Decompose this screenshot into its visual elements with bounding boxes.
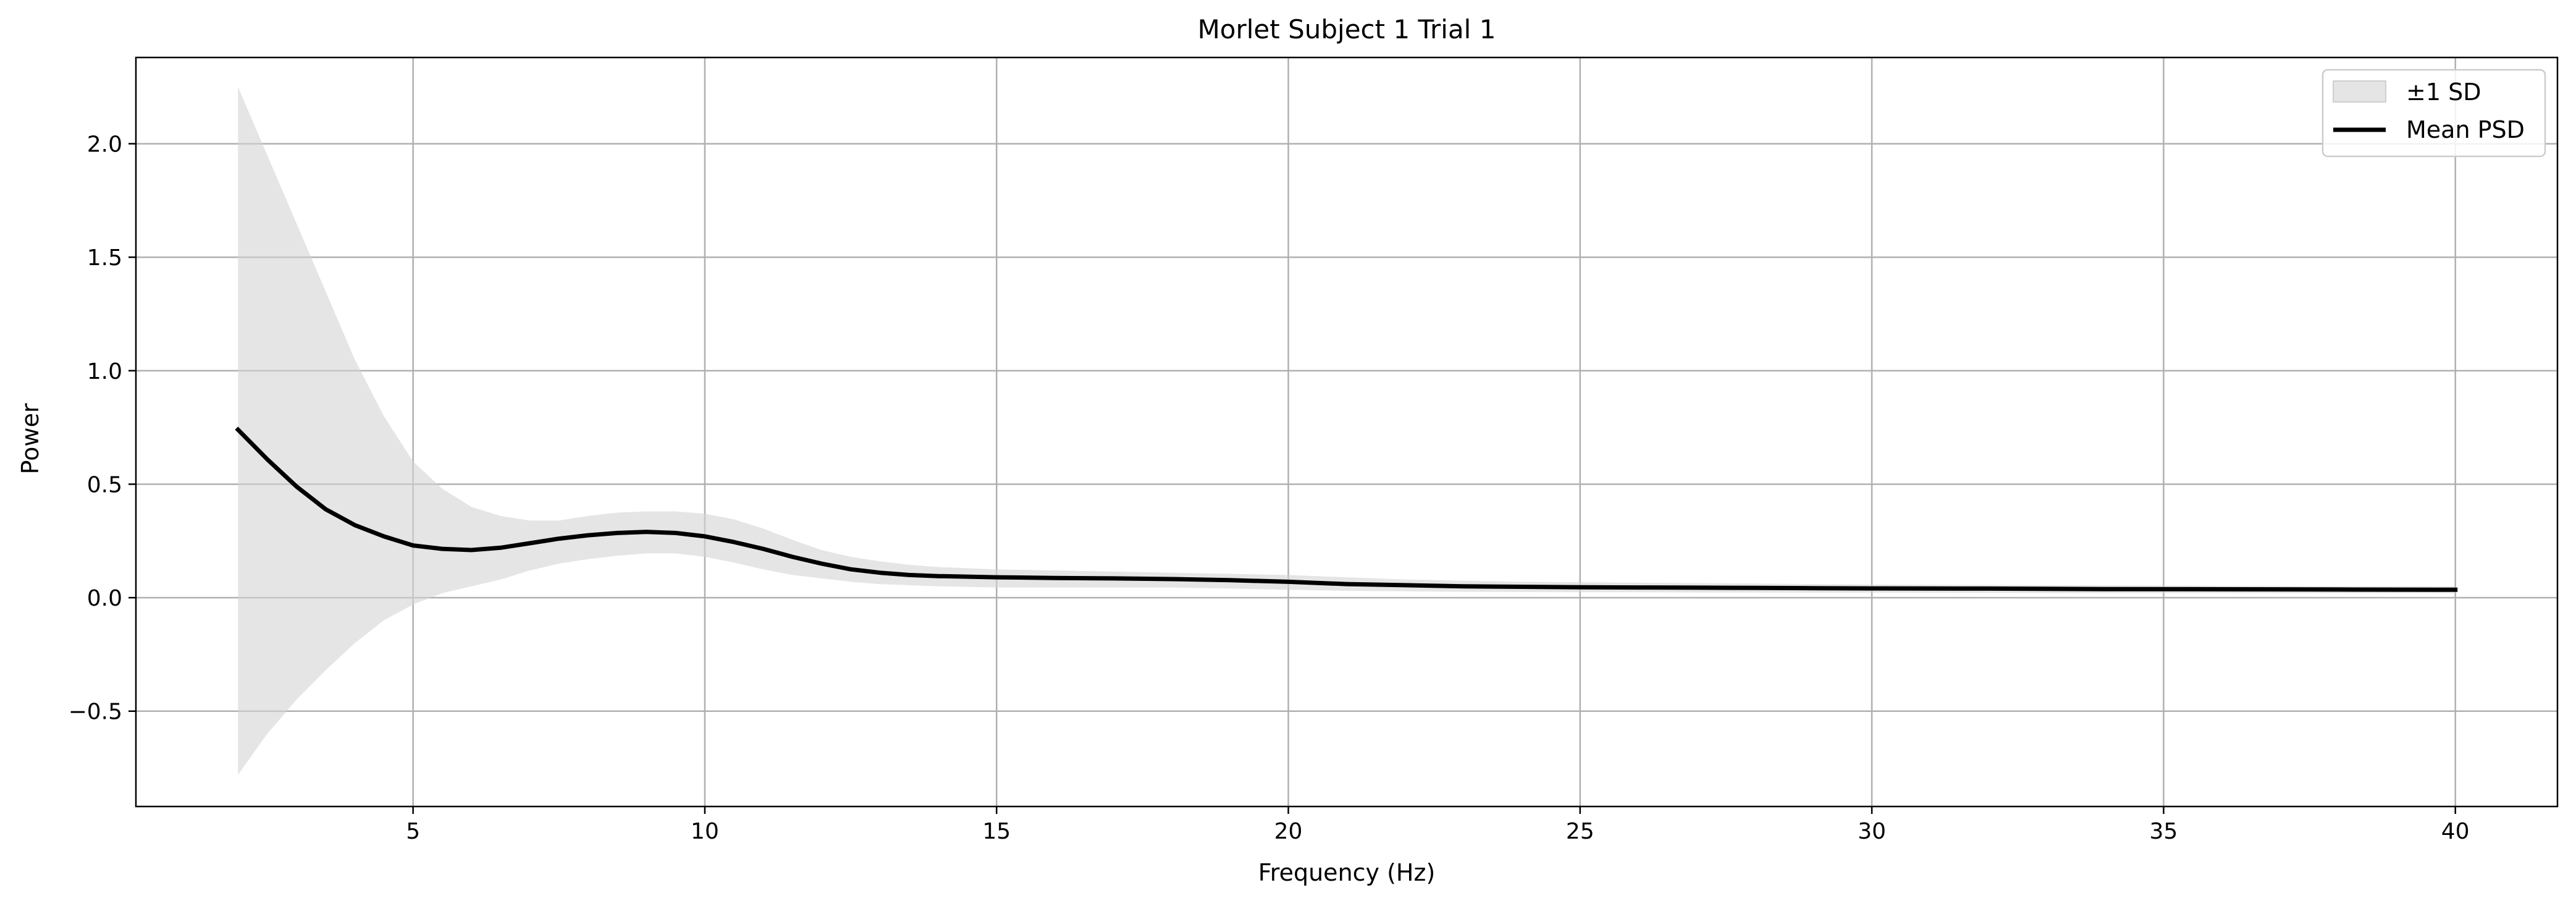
y-tick-label: 0.5 bbox=[87, 472, 122, 497]
x-tick-label: 5 bbox=[406, 819, 420, 844]
x-axis-label: Frequency (Hz) bbox=[1258, 859, 1436, 886]
legend-label-sd-band: ±1 SD bbox=[2406, 78, 2481, 106]
y-tick-label: 1.5 bbox=[87, 245, 122, 271]
grid bbox=[136, 57, 2557, 807]
y-axis-label: Power bbox=[17, 403, 44, 474]
plot-frame bbox=[135, 56, 2559, 808]
legend: ±1 SD Mean PSD bbox=[2321, 69, 2546, 158]
x-tick-label: 40 bbox=[2441, 819, 2470, 844]
mean-psd-line bbox=[235, 426, 2458, 592]
chart-title: Morlet Subject 1 Trial 1 bbox=[1198, 14, 1496, 44]
x-tick-label: 20 bbox=[1274, 819, 1303, 844]
x-tick-label: 25 bbox=[1566, 819, 1594, 844]
x-tick-label: 35 bbox=[2150, 819, 2178, 844]
y-tick-label: 0.0 bbox=[87, 586, 122, 611]
y-tick-label: 2.0 bbox=[87, 132, 122, 158]
x-tick-label: 30 bbox=[1858, 819, 1886, 844]
y-tick-label: 1.0 bbox=[87, 359, 122, 384]
y-tick-label: −0.5 bbox=[69, 700, 122, 725]
legend-swatch-sd-band bbox=[2333, 80, 2386, 103]
x-tick-label: 15 bbox=[982, 819, 1011, 844]
x-tick-label: 10 bbox=[691, 819, 719, 844]
mean-line-layer bbox=[235, 426, 2458, 592]
legend-label-mean-psd: Mean PSD bbox=[2406, 116, 2525, 143]
axis-ticks: 5 10 15 20 25 30 35 40 −0.5 0.0 0.5 1.0 1.5 2.0 bbox=[69, 132, 2470, 844]
